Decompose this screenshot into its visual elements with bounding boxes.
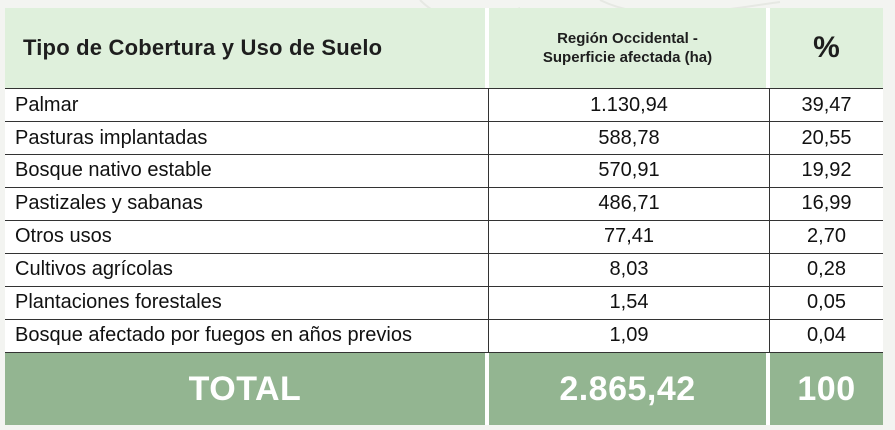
header-surface-line1: Región Occidental - [557,30,698,47]
row-name: Plantaciones forestales [5,286,489,320]
row-surface: 1.130,94 [489,88,770,123]
header-type: Tipo de Cobertura y Uso de Suelo [5,8,489,88]
header-surface: Región Occidental - Superficie afectada … [489,8,770,88]
header-row: Tipo de Cobertura y Uso de Suelo Región … [5,8,883,88]
row-percent: 0,04 [770,319,883,353]
row-percent: 19,92 [770,155,883,188]
row-name: Cultivos agrícolas [5,253,489,287]
row-name: Otros usos [5,220,489,254]
row-surface: 486,71 [489,187,770,221]
header-percent: % [770,8,883,88]
table-row: Pastizales y sabanas 486,71 16,99 [5,187,883,221]
table-row: Bosque afectado por fuegos en años previ… [5,319,883,353]
total-row: TOTAL 2.865,42 100 [5,353,883,425]
land-use-table: Tipo de Cobertura y Uso de Suelo Región … [5,8,883,425]
table-row: Otros usos 77,41 2,70 [5,220,883,254]
row-name: Bosque afectado por fuegos en años previ… [5,319,489,353]
table-row: Bosque nativo estable 570,91 19,92 [5,155,883,188]
row-name: Palmar [5,88,489,123]
total-percent: 100 [770,353,883,425]
table-row: Plantaciones forestales 1,54 0,05 [5,286,883,320]
row-name: Pasturas implantadas [5,122,489,155]
table-row: Palmar 1.130,94 39,47 [5,88,883,123]
row-surface: 8,03 [489,253,770,287]
row-percent: 2,70 [770,220,883,254]
row-surface: 588,78 [489,122,770,155]
row-name: Pastizales y sabanas [5,187,489,221]
total-surface: 2.865,42 [489,353,770,425]
row-percent: 0,28 [770,253,883,287]
row-surface: 77,41 [489,220,770,254]
row-percent: 20,55 [770,122,883,155]
table-row: Cultivos agrícolas 8,03 0,28 [5,253,883,287]
row-name: Bosque nativo estable [5,155,489,188]
row-percent: 0,05 [770,286,883,320]
row-percent: 39,47 [770,88,883,123]
row-surface: 1,09 [489,319,770,353]
row-surface: 570,91 [489,155,770,188]
header-surface-line2: Superficie afectada (ha) [542,49,713,66]
table-row: Pasturas implantadas 588,78 20,55 [5,122,883,155]
total-label: TOTAL [5,353,489,425]
row-surface: 1,54 [489,286,770,320]
row-percent: 16,99 [770,187,883,221]
